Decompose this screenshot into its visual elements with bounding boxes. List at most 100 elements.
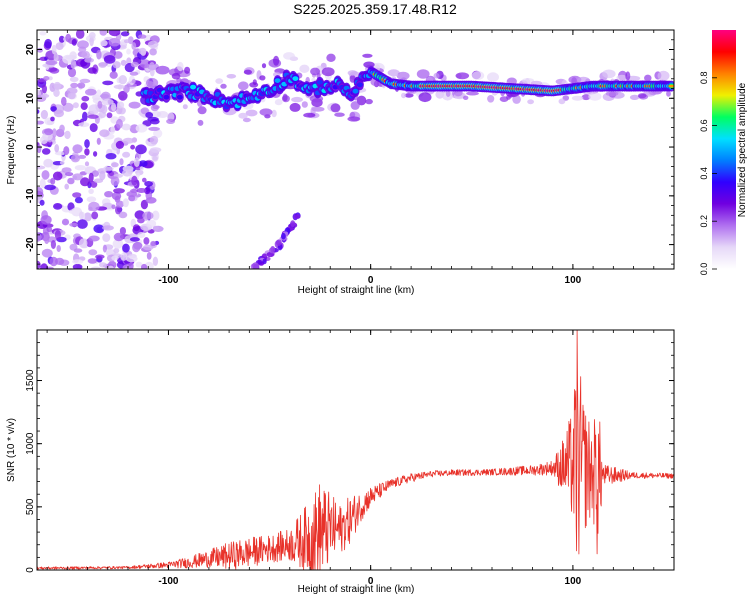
noise-blob — [137, 217, 145, 224]
noise-blob — [101, 98, 114, 106]
ridge-inner — [316, 80, 323, 85]
ridge-halo — [215, 78, 224, 84]
secondary-branch-blob — [252, 262, 259, 269]
noise-blob — [67, 67, 77, 78]
x-tick-label: -100 — [158, 576, 178, 587]
y-tick-label: 1500 — [25, 369, 36, 392]
ridge-halo — [303, 112, 316, 118]
noise-blob — [43, 76, 50, 81]
noise-blob — [149, 147, 162, 153]
noise-blob — [119, 227, 126, 235]
secondary-branch-blob — [270, 246, 276, 253]
ridge-halo — [394, 72, 399, 77]
secondary-branch-blob — [262, 258, 267, 265]
noise-blob — [104, 191, 114, 198]
noise-blob — [53, 53, 59, 62]
noise-blob — [106, 112, 113, 119]
noise-blob — [63, 146, 70, 156]
ridge-halo — [157, 111, 169, 118]
noise-blob — [125, 255, 138, 263]
ridge-halo — [334, 112, 345, 117]
noise-blob — [81, 50, 90, 59]
noise-blob — [50, 177, 56, 185]
ridge-halo — [637, 93, 647, 99]
noise-blob — [88, 172, 94, 183]
noise-blob — [115, 118, 123, 129]
noise-blob — [64, 130, 71, 140]
ridge-halo — [273, 55, 280, 66]
noise-blob — [70, 59, 77, 70]
noise-blob — [118, 75, 128, 85]
noise-blob — [84, 161, 90, 167]
noise-blob — [61, 218, 70, 226]
spectrogram-frame — [36, 29, 675, 270]
noise-blob — [70, 154, 80, 163]
noise-blob — [52, 128, 57, 138]
noise-blob — [62, 54, 74, 64]
x-tick-label: -100 — [158, 275, 178, 286]
spectrogram-ylabel: Frequency (Hz) — [6, 116, 17, 185]
noise-blob — [44, 38, 52, 49]
y-tick-label: 500 — [25, 498, 36, 515]
noise-blob — [41, 148, 51, 155]
secondary-branch-blob — [294, 214, 301, 219]
noise-blob — [148, 126, 161, 131]
noise-blob — [142, 177, 147, 183]
noise-blob — [40, 215, 52, 225]
noise-blob — [50, 116, 55, 122]
noise-blob — [151, 210, 160, 221]
noise-blob — [113, 84, 126, 90]
noise-blob — [128, 101, 141, 109]
ridge-halo — [433, 72, 440, 79]
noise-blob — [99, 30, 108, 36]
noise-blob — [69, 76, 79, 82]
ridge-halo — [261, 63, 267, 69]
noise-blob — [131, 175, 138, 186]
noise-blob — [135, 124, 148, 133]
ridge-inner — [356, 82, 363, 88]
snr-ylabel: SNR (10 * v/v) — [6, 418, 17, 482]
secondary-branch-blob — [276, 239, 282, 246]
noise-blob — [39, 31, 47, 36]
figure-title: S225.2025.359.17.48.R12 — [293, 1, 457, 17]
ridge-halo — [512, 94, 521, 104]
noise-blob — [150, 118, 160, 125]
ridge-halo — [326, 53, 336, 62]
noise-blob — [52, 171, 63, 181]
noise-blob — [88, 249, 98, 256]
noise-blob — [40, 93, 50, 98]
ridge-halo — [271, 109, 277, 118]
ridge-halo — [226, 74, 237, 79]
ridge-inner — [163, 94, 170, 100]
noise-blob — [37, 47, 43, 53]
ridge-halo — [242, 117, 251, 123]
ridge-halo — [249, 82, 259, 88]
noise-blob — [80, 177, 90, 187]
noise-blob — [39, 199, 45, 206]
y-tick-label: 0 — [25, 144, 36, 150]
noise-blob — [69, 222, 78, 227]
noise-blob — [140, 199, 148, 210]
noise-blob — [67, 177, 75, 185]
noise-blob — [120, 31, 130, 37]
noise-blob — [134, 210, 145, 220]
noise-blob — [112, 61, 121, 69]
noise-blob — [139, 166, 144, 171]
y-tick-label: 0 — [25, 567, 36, 573]
noise-blob — [133, 157, 140, 168]
ridge-halo — [146, 77, 159, 88]
noise-blob — [113, 232, 124, 242]
ridge-halo — [616, 74, 628, 81]
noise-blob — [83, 212, 92, 222]
ridge-halo — [463, 95, 469, 101]
noise-blob — [143, 237, 150, 245]
noise-blob — [99, 93, 110, 99]
noise-blob — [40, 109, 49, 120]
noise-blob — [118, 90, 128, 101]
ridge-halo — [166, 118, 176, 124]
noise-blob — [138, 47, 147, 55]
noise-blob — [50, 106, 57, 112]
noise-blob — [113, 188, 125, 194]
ridge-inner — [176, 94, 183, 100]
noise-blob — [110, 176, 120, 187]
